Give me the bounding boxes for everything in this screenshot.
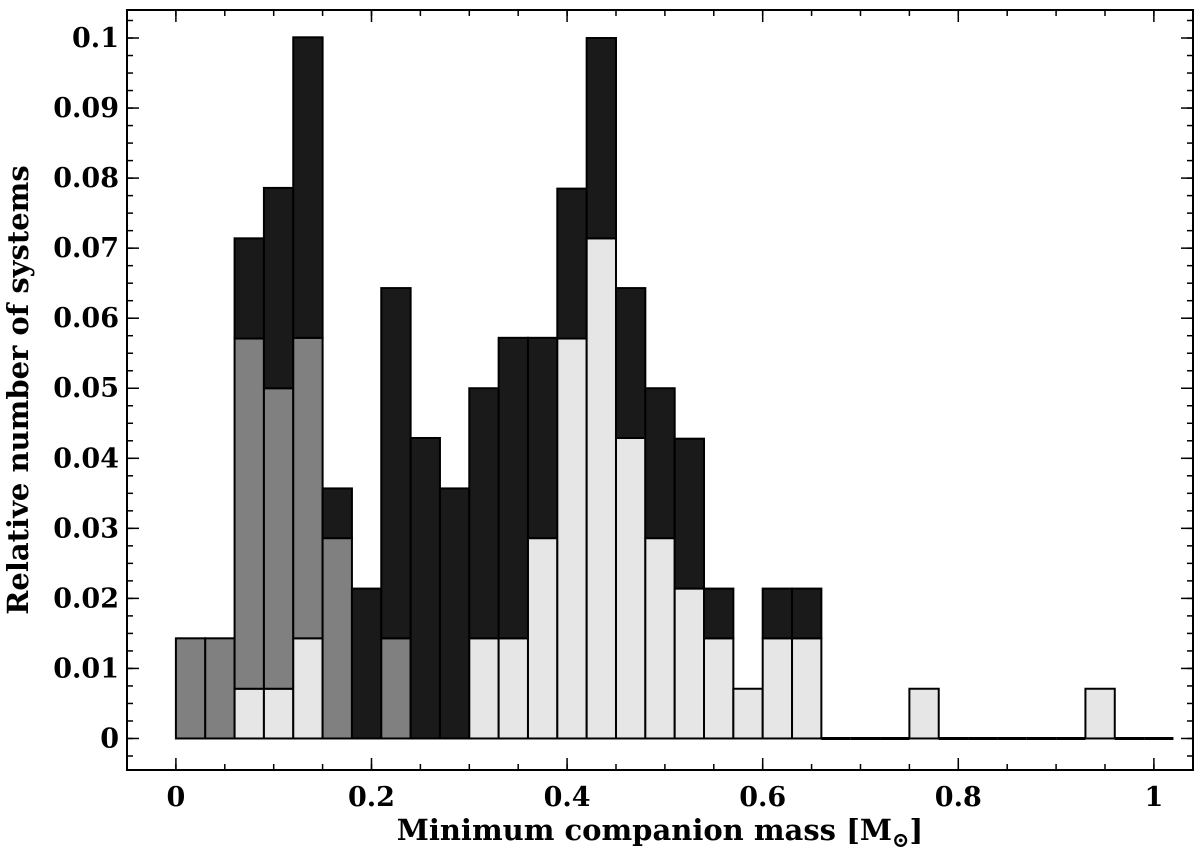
bars-layer	[174, 36, 1174, 740]
histogram-bar-s1-b4	[292, 336, 324, 640]
histogram-bar-s2-b9	[438, 487, 471, 740]
histogram-bar-s2-b16	[644, 387, 676, 540]
histogram-bar-s0-b15	[614, 436, 647, 740]
histogram-bar-s2-b8	[409, 436, 441, 740]
histogram-bar-s1-b3	[262, 387, 295, 690]
y-tick-label-5: 0.05	[53, 373, 119, 404]
histogram-bar-s2-b3	[262, 186, 295, 390]
tick-labels-layer: 0 0.2 0.4 0.6 0.8 1 0 0.01 0.02 0.03 0.04 0.05 0.06 0…	[53, 23, 1163, 813]
histogram-bar-s0-b14	[585, 237, 617, 740]
y-tick-label-10: 0.1	[72, 23, 119, 54]
histogram-bar-s2-b21	[791, 587, 823, 640]
y-axis-label: Relative number of systems	[1, 165, 35, 614]
histogram-bar-s1-b7	[380, 637, 412, 740]
histogram-bar-s0-b4	[292, 637, 324, 740]
x-tick-label-2: 0.4	[544, 782, 591, 813]
histogram-bar-s0-b19	[732, 687, 764, 740]
histogram-bar-s0-b17	[673, 587, 706, 740]
x-tick-label-5: 1	[1144, 782, 1163, 813]
histogram-bar-s1-b2	[233, 337, 265, 690]
histogram-bar-s2-b14	[585, 37, 617, 240]
x-tick-label-1: 0.2	[348, 782, 395, 813]
x-axis-label-main: Minimum companion mass [M	[397, 813, 892, 847]
x-tick-label-4: 0.8	[935, 782, 982, 813]
histogram-bar-s2-b20	[761, 587, 794, 640]
histogram-bar-s2-b17	[673, 437, 706, 590]
histogram-bar-s2-b18	[703, 587, 735, 640]
y-tick-label-1: 0.01	[53, 653, 119, 684]
histogram-bar-s0-b25	[908, 687, 940, 740]
histogram-bar-s0-b16	[644, 537, 676, 740]
histogram-bar-s0-b2	[233, 687, 265, 740]
histogram-bar-s0-b10	[468, 637, 500, 740]
histogram-bar-s0-b12	[526, 537, 559, 740]
y-tick-label-3: 0.03	[53, 513, 119, 544]
histogram-bar-s2-b15	[614, 287, 647, 439]
histogram-bar-s0-b20	[761, 637, 794, 740]
plot-frame	[126, 9, 1194, 771]
histogram-bar-s1-b5	[321, 537, 353, 740]
y-tick-label-8: 0.08	[53, 163, 119, 194]
histogram-bar-s2-b10	[468, 387, 500, 640]
histogram-bar-s2-b4	[292, 36, 324, 339]
histogram-bar-s2-b11	[497, 336, 529, 640]
y-tick-label-4: 0.04	[53, 443, 119, 474]
histogram-bar-s0-b13	[556, 337, 588, 740]
histogram-bar-s0-b18	[703, 637, 735, 740]
x-tick-label-3: 0.6	[739, 782, 786, 813]
x-axis-label-tail: ]	[910, 813, 924, 847]
y-tick-label-9: 0.09	[53, 93, 119, 124]
y-tick-label-7: 0.07	[53, 233, 119, 264]
histogram-bar-s1-b1	[204, 637, 236, 740]
x-axis-label: Minimum companion mass [M⊙]	[397, 813, 924, 852]
histogram-bar-s2-b2	[233, 237, 265, 340]
histogram-bar-s1-b0	[174, 637, 207, 740]
x-axis-label-subscript: ⊙	[892, 827, 910, 852]
histogram-bar-s2-b13	[556, 187, 588, 340]
histogram-bar-s0-b21	[791, 637, 823, 740]
histogram-bar-s0-b3	[262, 687, 295, 740]
y-tick-label-0: 0	[100, 723, 119, 754]
histogram-bar-s2-b7	[380, 287, 412, 640]
y-tick-label-2: 0.02	[53, 583, 119, 614]
x-tick-label-0: 0	[167, 782, 186, 813]
histogram-bar-s0-b31	[1084, 687, 1116, 740]
histogram-bar-s0-b11	[497, 637, 529, 740]
y-tick-label-6: 0.06	[53, 303, 119, 334]
histogram-bar-s2-b5	[321, 487, 353, 540]
histogram-bar-s2-b12	[526, 336, 559, 540]
histogram-bar-s2-b6	[350, 587, 383, 740]
